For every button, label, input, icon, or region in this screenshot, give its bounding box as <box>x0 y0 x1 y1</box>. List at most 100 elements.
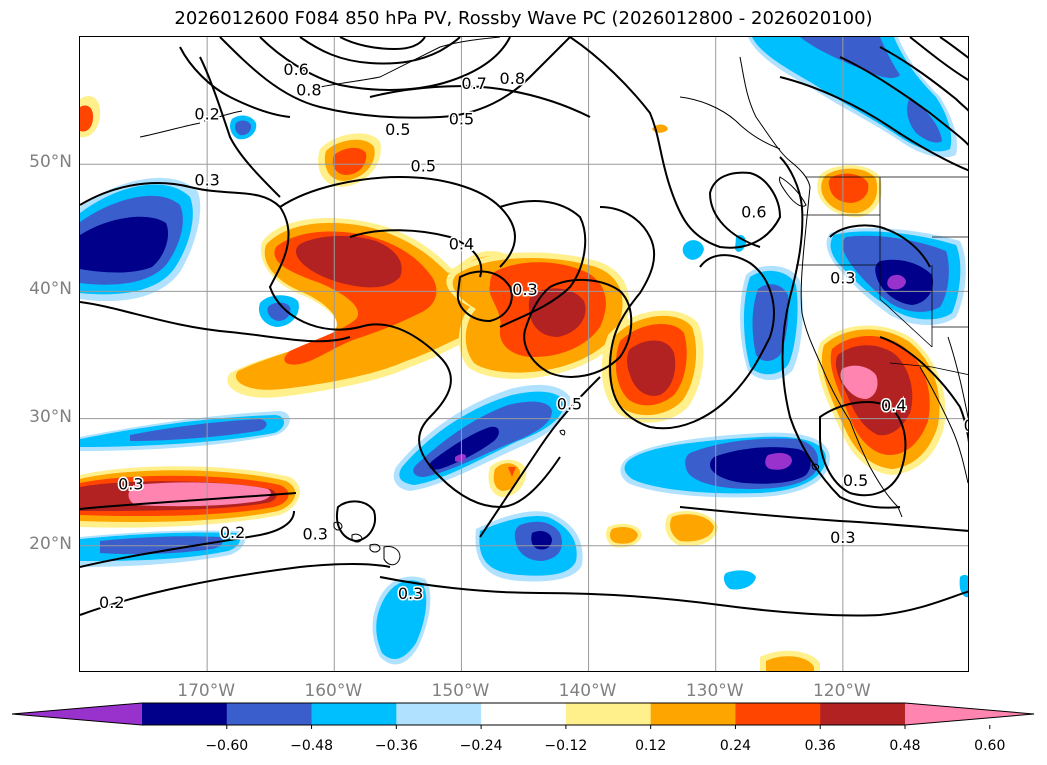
contour-line <box>80 182 561 509</box>
coastline-gulf-of-california <box>919 366 968 484</box>
colorbar-segment <box>735 703 821 725</box>
contour-label: 0.3 <box>194 171 219 190</box>
contour-label: 0.8 <box>296 80 321 99</box>
positive-anomaly-small-4-red <box>508 467 516 477</box>
contour-line <box>939 37 968 59</box>
positive-anomaly-pnw <box>817 165 882 218</box>
contour-line <box>679 506 968 532</box>
contour-line <box>909 37 968 81</box>
contour-label: 0.5 <box>449 110 474 129</box>
latitude-label: 20°N <box>29 533 72 554</box>
contour-label: 0.3 <box>302 524 327 543</box>
contour-line <box>336 500 376 543</box>
negative-anomaly-east-south <box>620 432 830 498</box>
political-borders <box>796 176 968 375</box>
map-canvas: 0.20.30.60.80.50.7 0.80.50.40.30.50.60.30… <box>80 37 968 671</box>
longitude-label: 170°W <box>177 681 236 701</box>
contour-line <box>259 37 511 91</box>
colorbar-tick-label: 0.12 <box>635 738 667 754</box>
coastline-north-america <box>739 56 903 518</box>
colorbar-segment <box>396 703 482 725</box>
colorbar-segment <box>311 703 397 725</box>
contour-label: 0.5 <box>411 157 436 176</box>
contour-line <box>299 37 461 65</box>
contour-line <box>279 175 516 268</box>
colorbar <box>11 702 1035 729</box>
contour-label: 0.3 <box>830 269 855 288</box>
contour-line <box>599 206 771 430</box>
contour-line <box>80 510 295 568</box>
contour-line <box>219 37 571 119</box>
colorbar-tick-label: −0.60 <box>205 738 249 754</box>
contour-line <box>569 37 782 249</box>
contour-line <box>80 301 351 343</box>
negative-anomaly-small-3-core <box>267 302 291 321</box>
latitude-label: 30°N <box>29 406 72 427</box>
positive-anomaly-nw-core <box>80 105 94 132</box>
coastline-vancouver-island <box>779 176 807 207</box>
contour-line <box>779 156 901 509</box>
negative-anomaly-small-11 <box>682 240 704 260</box>
colorbar-segment <box>650 703 736 725</box>
colorbar-tick-label: 0.60 <box>974 738 1006 754</box>
contour-label: 0.7 <box>461 74 486 93</box>
negative-anomaly-gulf-of-alaska <box>748 37 958 158</box>
longitude-label: 130°W <box>685 681 744 701</box>
coastline-se-alaska <box>679 96 781 150</box>
coastlines <box>139 37 968 566</box>
positive-anomaly-small-5-core <box>609 527 638 544</box>
colorbar-segment <box>820 703 906 725</box>
contour-line <box>779 76 968 172</box>
contour-line <box>339 37 426 51</box>
contour-line <box>379 576 968 617</box>
contour-label: 0.5 <box>557 395 582 414</box>
negative-anomaly-south-1 <box>475 511 583 582</box>
contour-line <box>879 336 968 443</box>
contour-label: 0.4 <box>449 234 474 253</box>
contour-label: 0.2 <box>194 105 219 124</box>
contour-line <box>479 376 601 538</box>
contour-label: 0.4 <box>881 396 906 415</box>
colorbar-extend-max <box>905 703 1034 725</box>
colorbar-tick-label: 0.48 <box>889 738 921 754</box>
gridlines <box>80 37 968 671</box>
coastline-small-island <box>559 429 566 436</box>
coastline-alaska-peninsula <box>379 37 501 78</box>
longitude-label: 160°W <box>304 681 363 701</box>
colorbar-tick-label: 0.24 <box>719 738 752 754</box>
pv-anomaly-fills <box>80 37 968 671</box>
coastline-aleutians <box>139 76 381 138</box>
contour-label: 0.3 <box>830 528 855 547</box>
contour-label: 0.3 <box>118 475 143 494</box>
negative-anomaly-west <box>80 177 201 302</box>
contour-line <box>369 85 591 118</box>
negative-anomaly-small-7 <box>723 570 756 590</box>
border-nevada-california <box>879 265 933 348</box>
positive-anomaly-small-6-core <box>670 514 714 542</box>
positive-anomaly-east-1 <box>446 252 630 379</box>
contour-line <box>829 224 931 268</box>
contour-line <box>80 563 391 616</box>
positive-anomaly-baja <box>817 325 946 475</box>
contour-label: 0.6 <box>741 203 766 222</box>
contour-line <box>819 401 907 497</box>
contour-line <box>523 278 633 378</box>
positive-anomaly-small-8-core <box>766 656 814 671</box>
coastline-hawaii-maui <box>369 543 381 553</box>
pv-contours <box>80 37 968 617</box>
coastline-guadalupe-island <box>811 463 819 471</box>
contour-line <box>179 46 291 118</box>
contour-line <box>80 492 297 510</box>
contour-line <box>456 270 513 323</box>
contour-labels: 0.20.30.60.80.50.7 0.80.50.40.30.50.60.30… <box>98 59 968 614</box>
contour-label: 0.5 <box>385 120 410 139</box>
latitude-label: 40°N <box>29 279 72 300</box>
contour-label: 0.5 <box>843 471 868 490</box>
negative-anomaly-central-south <box>393 384 571 491</box>
colorbar-tick-label: −0.36 <box>374 738 418 754</box>
colorbar-tick-label: −0.24 <box>459 738 503 754</box>
positive-anomaly-small-2 <box>318 133 381 187</box>
negative-anomaly-interior-west <box>826 227 966 326</box>
latitude-label: 50°N <box>29 152 72 173</box>
contour-line <box>839 56 968 147</box>
